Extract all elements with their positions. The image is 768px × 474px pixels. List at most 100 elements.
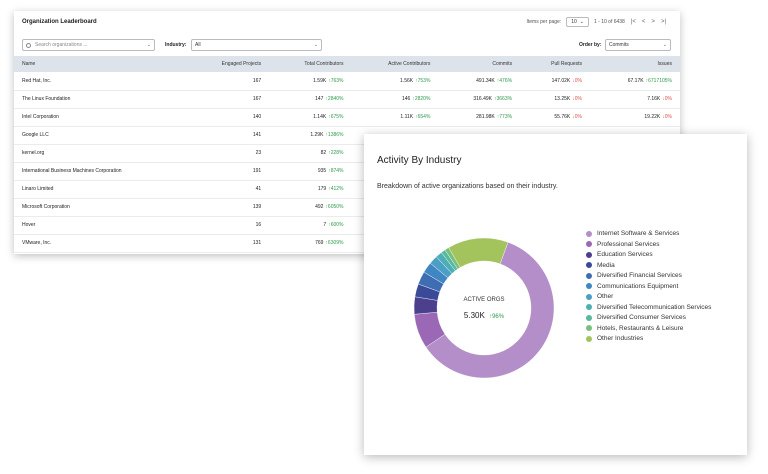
table-row[interactable]: kernel.org 23 82 ↑228% xyxy=(14,144,680,162)
cell-name-value: Hover xyxy=(22,222,36,228)
cell-pull-requests: 147.02K ↓0% xyxy=(520,72,590,90)
table-row[interactable]: Google LLC 141 1.29K ↑1386% xyxy=(14,126,680,144)
col-name[interactable]: Name xyxy=(22,61,36,67)
legend-item[interactable]: Diversified Consumer Services xyxy=(586,314,746,321)
next-page-icon[interactable]: > xyxy=(651,19,655,25)
legend-item[interactable]: Media xyxy=(586,262,746,269)
donut-slice[interactable] xyxy=(425,241,555,379)
table-row[interactable]: International Business Machines Corporat… xyxy=(14,162,680,180)
table-row[interactable]: Intel Corporation 140 1.14K ↑675% 1.11K ↑654%… xyxy=(14,108,680,126)
donut-slice[interactable] xyxy=(448,237,509,268)
cell-name: Microsoft Corporation xyxy=(14,198,186,216)
legend-item[interactable]: Other xyxy=(586,293,746,300)
cell-issues: 19.22K ↓0% xyxy=(590,108,680,126)
cell-pull-requests-value: 147.02K xyxy=(551,77,571,84)
cell-engaged-projects-value: 131 xyxy=(252,240,262,246)
delta-badge: ↓0% xyxy=(572,114,582,120)
industry-label: Industry: xyxy=(165,42,187,48)
items-per-page-label: Items per page: xyxy=(526,19,562,25)
legend-item[interactable]: Communications Equipment xyxy=(586,283,746,290)
legend-label: Diversified Telecommunication Services xyxy=(597,303,712,311)
last-page-icon[interactable]: >| xyxy=(660,19,666,25)
cell-total-contributors: 492 ↑6050% xyxy=(269,198,351,216)
cell-active-contributors-value: 1.56K xyxy=(400,77,414,84)
col-commits[interactable]: Commits xyxy=(492,61,513,67)
legend-dot-icon xyxy=(586,262,592,268)
cell-engaged-projects: 131 xyxy=(186,234,269,252)
cell-engaged-projects: 16 xyxy=(186,216,269,234)
first-page-icon[interactable]: |< xyxy=(630,19,636,25)
activity-card: Activity By Industry Breakdown of active… xyxy=(364,134,747,455)
delta-badge: ↑773% xyxy=(496,114,513,120)
legend-label: Diversified Consumer Services xyxy=(597,314,686,321)
col-pull-requests[interactable]: Pull Requests xyxy=(551,61,582,67)
industry-select[interactable]: All ⌄ xyxy=(191,39,322,51)
table-row[interactable]: Linaro Limited 41 179 ↑412% xyxy=(14,180,680,198)
cell-total-contributors-value: 147 xyxy=(315,96,324,102)
col-engaged-projects[interactable]: Engaged Projects xyxy=(221,61,262,67)
active-orgs-value: 5.30K xyxy=(463,311,485,320)
cell-active-contributors: 146 ↑2820% xyxy=(352,90,439,108)
legend-dot-icon xyxy=(586,325,592,331)
cell-total-contributors-value: 1.29K xyxy=(310,132,324,138)
legend-dot-icon xyxy=(586,293,592,300)
cell-name-value: Red Hat, Inc. xyxy=(22,77,52,84)
legend-label: Diversified Financial Services xyxy=(597,272,682,279)
legend-label: Communications Equipment xyxy=(597,282,679,290)
cell-active-contributors: 1.11K ↑654% xyxy=(352,108,439,126)
legend-item[interactable]: Hotels, Restaurants & Leisure xyxy=(586,325,746,332)
search-icon xyxy=(26,42,31,48)
delta-badge: ↑2840% xyxy=(325,96,344,102)
legend-dot-icon xyxy=(586,304,592,310)
legend-item[interactable]: Diversified Telecommunication Services xyxy=(586,304,746,311)
cell-total-contributors-value: 769 xyxy=(315,240,324,246)
cell-engaged-projects: 23 xyxy=(186,144,269,162)
table-row[interactable]: Microsoft Corporation 139 492 ↑6050% xyxy=(14,198,680,216)
cell-issues-value: 19.22K xyxy=(644,114,661,120)
items-per-page-select[interactable]: 10 ⌄ xyxy=(566,17,589,27)
order-by-select[interactable]: Commits ⌄ xyxy=(605,39,671,51)
cell-name: Intel Corporation xyxy=(14,108,186,126)
table-row[interactable]: The Linux Foundation 167 147 ↑2840% 146 ↑2820… xyxy=(14,90,680,108)
legend-label: Education Services xyxy=(597,251,653,258)
search-input[interactable]: Search organizations ... ⌄ xyxy=(22,39,155,51)
cell-total-contributors: 179 ↑412% xyxy=(269,180,351,198)
cell-commits-value: 281.98K xyxy=(476,114,495,120)
cell-engaged-projects: 41 xyxy=(186,180,269,198)
table-row[interactable]: VMware, Inc. 131 769 ↑6309% xyxy=(14,234,680,252)
cell-name: International Business Machines Corporat… xyxy=(14,162,186,180)
table-row[interactable]: Red Hat, Inc. 167 1.59K ↑763% 1.56K ↑753% 491.… xyxy=(14,72,680,90)
col-issues[interactable]: Issues xyxy=(657,61,672,67)
cell-engaged-projects: 191 xyxy=(186,162,269,180)
cell-name: Google LLC xyxy=(14,126,186,144)
table-row[interactable]: Hover 16 7 ↑600% xyxy=(14,216,680,234)
pager-range: 1 - 10 of 6438 xyxy=(593,19,625,25)
cell-name-value: International Business Machines Corporat… xyxy=(22,168,122,174)
search-placeholder: Search organizations ... xyxy=(35,42,88,48)
cell-engaged-projects: 167 xyxy=(186,72,269,90)
legend-item[interactable]: Internet Software & Services xyxy=(586,230,746,237)
legend-dot-icon xyxy=(586,241,592,247)
cell-total-contributors: 1.14K ↑675% xyxy=(269,108,351,126)
delta-badge: ↓0% xyxy=(572,77,582,84)
donut-center-label: ACTIVE ORGS xyxy=(463,297,505,303)
cell-name: The Linux Foundation xyxy=(14,90,186,108)
col-active-contributors[interactable]: Active Contributors xyxy=(388,61,431,67)
legend-item[interactable]: Education Services xyxy=(586,251,746,258)
order-by-label: Order by: xyxy=(579,42,602,48)
prev-page-icon[interactable]: < xyxy=(641,19,646,25)
legend-item[interactable]: Other Industries xyxy=(586,335,746,342)
legend-item[interactable]: Diversified Financial Services xyxy=(586,272,746,279)
cell-engaged-projects-value: 16 xyxy=(255,222,262,228)
donut-chart[interactable] xyxy=(413,237,555,379)
cell-engaged-projects-value: 141 xyxy=(252,132,262,138)
legend-label: Internet Software & Services xyxy=(597,230,680,237)
legend-item[interactable]: Professional Services xyxy=(586,241,746,248)
col-total-contributors[interactable]: Total Contributors xyxy=(304,61,344,67)
leaderboard-title: Organization Leaderboard xyxy=(22,19,97,25)
cell-active-contributors-value: 1.11K xyxy=(400,114,414,120)
card-subtitle: Breakdown of active organizations based … xyxy=(377,183,558,190)
cell-commits-value: 316.49K xyxy=(473,96,492,102)
cell-issues-value: 7.16K xyxy=(647,96,661,102)
delta-badge: ↑763% xyxy=(328,77,344,84)
